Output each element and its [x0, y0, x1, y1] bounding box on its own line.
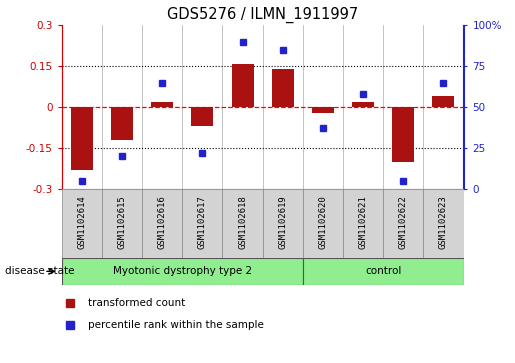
Bar — [312, 107, 334, 113]
Bar — [272, 69, 294, 107]
Bar — [222, 189, 263, 258]
Text: GSM1102622: GSM1102622 — [399, 195, 408, 249]
Bar — [142, 189, 182, 258]
Bar — [392, 107, 414, 162]
Bar — [62, 189, 102, 258]
Text: percentile rank within the sample: percentile rank within the sample — [88, 320, 264, 330]
Text: GSM1102616: GSM1102616 — [158, 195, 167, 249]
Bar — [71, 107, 93, 170]
Bar — [182, 189, 222, 258]
Text: GSM1102617: GSM1102617 — [198, 195, 207, 249]
Bar — [102, 189, 142, 258]
Bar — [151, 102, 173, 107]
Text: GSM1102619: GSM1102619 — [278, 195, 287, 249]
Bar — [303, 189, 343, 258]
Text: GSM1102615: GSM1102615 — [117, 195, 127, 249]
Text: GSM1102621: GSM1102621 — [358, 195, 368, 249]
Text: GSM1102620: GSM1102620 — [318, 195, 328, 249]
Text: GSM1102618: GSM1102618 — [238, 195, 247, 249]
Bar — [303, 258, 464, 285]
Text: Myotonic dystrophy type 2: Myotonic dystrophy type 2 — [113, 266, 252, 276]
Bar — [263, 189, 303, 258]
Title: GDS5276 / ILMN_1911997: GDS5276 / ILMN_1911997 — [167, 7, 358, 23]
Bar — [192, 107, 213, 126]
Bar — [111, 107, 133, 140]
Bar — [423, 189, 464, 258]
Bar — [433, 96, 454, 107]
Text: GSM1102614: GSM1102614 — [77, 195, 87, 249]
Bar — [232, 64, 253, 107]
Bar — [383, 189, 423, 258]
Bar — [62, 258, 303, 285]
Bar — [352, 102, 374, 107]
Text: control: control — [365, 266, 401, 276]
Bar — [343, 189, 383, 258]
Text: transformed count: transformed count — [88, 298, 185, 308]
Text: GSM1102623: GSM1102623 — [439, 195, 448, 249]
Text: disease state: disease state — [5, 266, 75, 276]
